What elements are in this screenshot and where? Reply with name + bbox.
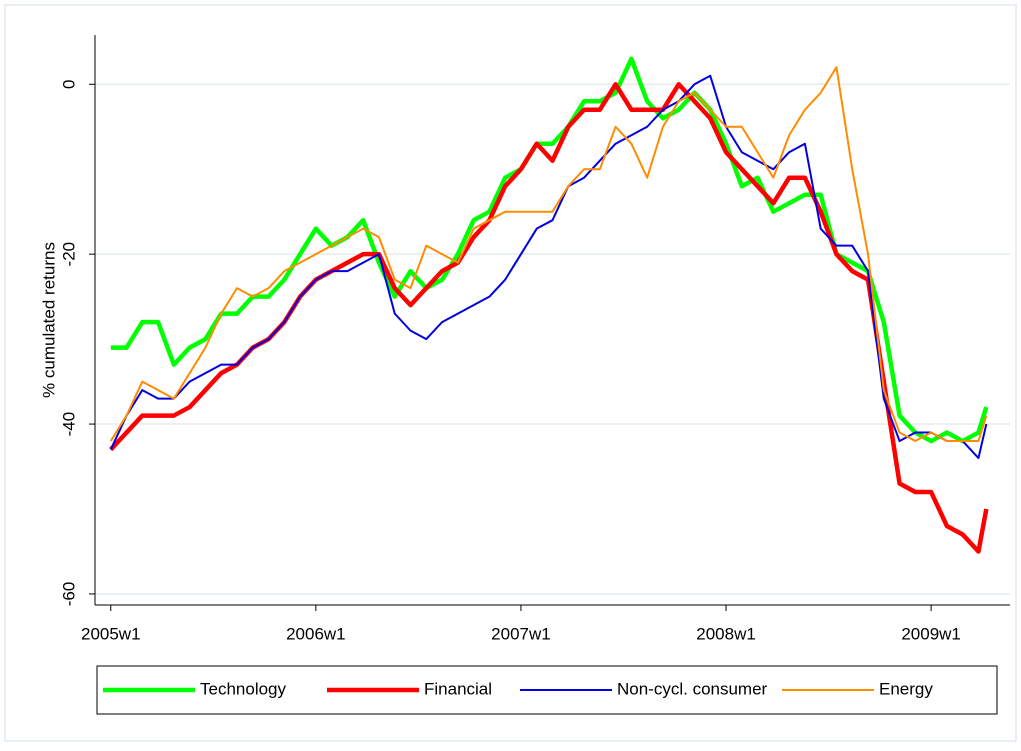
series-line [110,56,989,444]
x-tick-label: 2006w1 [286,624,346,643]
legend-label: Financial [424,679,492,698]
x-tick-label: 2008w1 [696,624,756,643]
y-tick-label: -20 [59,242,78,267]
y-tick-label: -60 [59,582,78,607]
outer-frame [4,4,1017,742]
y-axis-title: % cumulated returns [39,242,58,398]
legend-label: Energy [879,679,933,698]
series-line [109,66,988,443]
legend-label: Non-cycl. consumer [617,679,768,698]
x-tick-label: 2007w1 [491,624,551,643]
x-tick-label: 2005w1 [81,624,141,643]
y-tick-label: -40 [59,412,78,437]
x-tick-label: 2009w1 [901,624,961,643]
series-line [109,74,988,460]
y-tick-label: 0 [59,80,78,89]
legend-label: Technology [200,679,287,698]
